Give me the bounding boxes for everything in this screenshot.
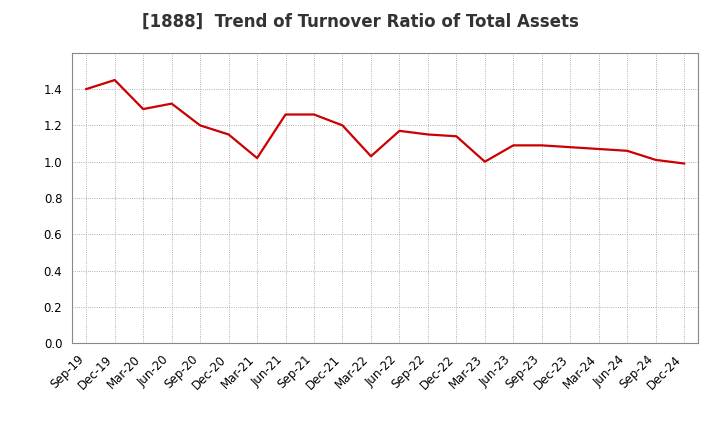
Text: [1888]  Trend of Turnover Ratio of Total Assets: [1888] Trend of Turnover Ratio of Total … xyxy=(142,13,578,31)
